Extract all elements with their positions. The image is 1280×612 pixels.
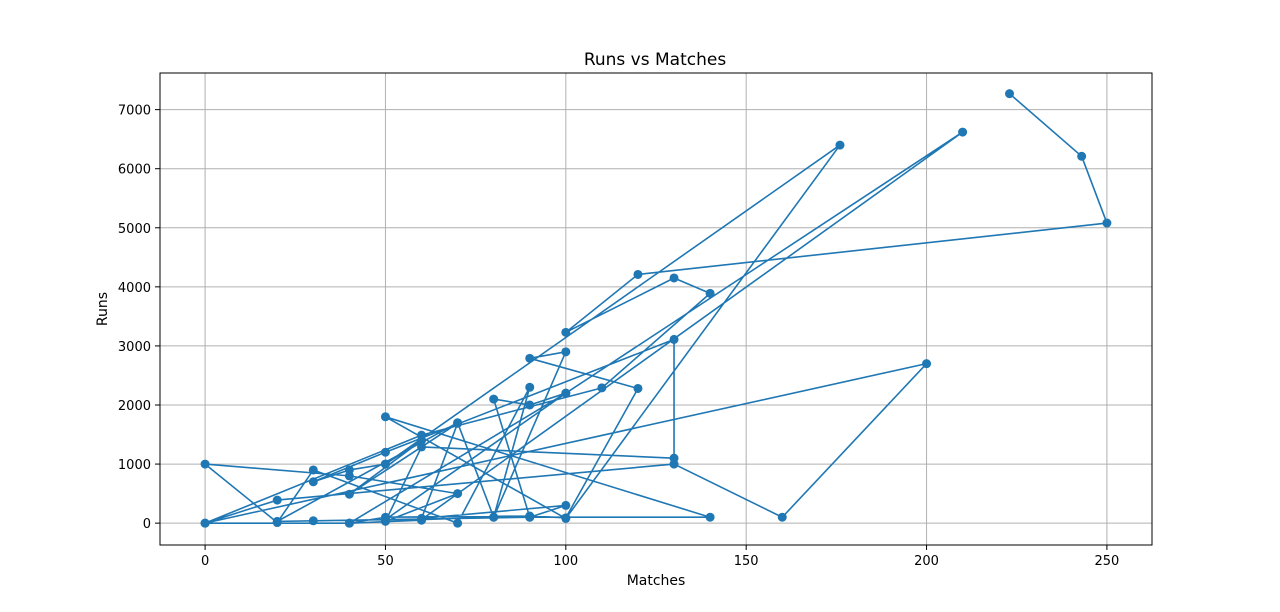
- data-point: [308, 477, 318, 487]
- y-axis-title: Runs: [95, 292, 111, 326]
- data-point: [417, 515, 427, 525]
- data-point: [561, 327, 571, 337]
- plot-frame: [159, 72, 1153, 546]
- data-point: [308, 516, 318, 526]
- data-point: [705, 288, 715, 298]
- data-point: [561, 347, 571, 357]
- data-point: [561, 388, 571, 398]
- x-tick-label: 250: [1094, 554, 1119, 569]
- data-point: [344, 518, 354, 528]
- data-point: [525, 400, 535, 410]
- y-tick-label: 0: [143, 517, 151, 532]
- data-point: [525, 353, 535, 363]
- data-point: [597, 383, 607, 393]
- y-tick-label: 6000: [118, 163, 151, 178]
- data-point: [489, 394, 499, 404]
- data-point: [344, 465, 354, 475]
- y-tick-label: 5000: [118, 222, 151, 237]
- data-point: [561, 513, 571, 523]
- data-point: [1005, 89, 1015, 99]
- grid: [160, 73, 1152, 545]
- x-axis-title: Matches: [627, 573, 686, 589]
- series-line: [204, 93, 1108, 524]
- y-tick-label: 3000: [118, 340, 151, 355]
- chart-title: Runs vs Matches: [584, 50, 727, 70]
- y-axis-ticks: 0 1000 2000 3000 4000 5000 6000 7000: [118, 104, 160, 532]
- data-point: [922, 359, 932, 369]
- x-tick-label: 0: [201, 554, 209, 569]
- data-point: [417, 442, 427, 452]
- data-point: [777, 512, 787, 522]
- data-point: [561, 500, 571, 510]
- x-tick-label: 150: [734, 554, 759, 569]
- data-point: [525, 512, 535, 522]
- data-point: [669, 334, 679, 344]
- series-layer: [200, 89, 1112, 528]
- data-point: [344, 489, 354, 499]
- data-point: [417, 435, 427, 445]
- data-point: [308, 465, 318, 475]
- x-axis-ticks: 0 50 100 150 200 250: [201, 545, 1119, 569]
- x-tick-label: 50: [377, 554, 394, 569]
- data-point: [669, 273, 679, 283]
- data-point: [453, 518, 463, 528]
- data-point: [453, 489, 463, 499]
- data-point: [200, 518, 210, 528]
- data-point: [380, 412, 390, 422]
- x-tick-label: 100: [553, 554, 578, 569]
- data-point: [272, 495, 282, 505]
- y-tick-label: 7000: [118, 104, 151, 119]
- data-point: [380, 447, 390, 457]
- data-point: [200, 459, 210, 469]
- data-point: [489, 512, 499, 522]
- y-tick-label: 2000: [118, 399, 151, 414]
- data-point: [669, 453, 679, 463]
- data-point: [705, 512, 715, 522]
- data-point: [958, 127, 968, 137]
- data-point: [633, 269, 643, 279]
- data-point: [525, 382, 535, 392]
- data-point: [835, 140, 845, 150]
- data-point: [380, 459, 390, 469]
- data-point: [453, 418, 463, 428]
- data-point: [380, 515, 390, 525]
- x-tick-label: 200: [914, 554, 939, 569]
- data-point: [1102, 218, 1112, 228]
- data-point: [272, 516, 282, 526]
- data-point: [633, 383, 643, 393]
- data-point: [1077, 151, 1087, 161]
- y-tick-label: 1000: [118, 458, 151, 473]
- y-tick-label: 4000: [118, 281, 151, 296]
